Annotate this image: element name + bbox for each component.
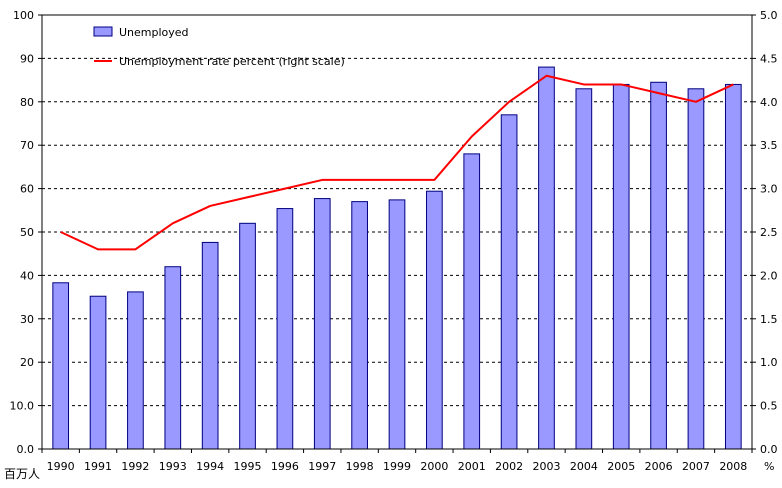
x-axis-tick-label: 2007 — [682, 460, 710, 473]
bar — [539, 67, 555, 449]
legend-label-line: Unemployment rate percent (right scale) — [119, 55, 345, 68]
x-axis-tick-label: 1999 — [383, 460, 411, 473]
left-axis-unit-label: 百万人 — [4, 467, 40, 481]
left-axis-tick-label: 10.0 — [10, 400, 35, 413]
bar — [501, 115, 517, 449]
bar — [389, 200, 405, 449]
x-axis-tick-label: 2004 — [570, 460, 598, 473]
right-axis-tick-label: 1.5 — [760, 313, 778, 326]
bar — [613, 84, 629, 449]
x-axis-tick-label: 1993 — [159, 460, 187, 473]
x-axis-tick-label: 2005 — [607, 460, 635, 473]
right-axis-tick-label: 3.5 — [760, 139, 778, 152]
bar — [651, 82, 667, 449]
bar — [277, 209, 293, 449]
right-axis-unit-label: % — [764, 460, 774, 473]
left-axis-tick-label: 30 — [20, 313, 34, 326]
right-axis-tick-label: 1.0 — [760, 356, 778, 369]
x-axis-tick-label: 1991 — [84, 460, 112, 473]
x-axis-tick-label: 2006 — [645, 460, 673, 473]
bar-series — [53, 67, 741, 449]
left-axis-tick-label: 0.0 — [17, 443, 35, 456]
left-axis-tick-label: 70 — [20, 139, 34, 152]
left-axis-tick-label: 20 — [20, 356, 34, 369]
x-axis-tick-label: 1998 — [346, 460, 374, 473]
x-axis-tick-label: 2001 — [458, 460, 486, 473]
legend: Unemployed Unemployment rate percent (ri… — [94, 26, 345, 68]
bar — [427, 191, 443, 449]
left-axis-tick-label: 40 — [20, 269, 34, 282]
right-axis-tick-label: 4.5 — [760, 52, 778, 65]
bar — [240, 223, 256, 449]
right-axis-tick-label: 3.0 — [760, 183, 778, 196]
left-axis-tick-label: 60 — [20, 183, 34, 196]
right-axis-tick-label: 5.0 — [760, 9, 778, 22]
right-axis-tick-label: 0.5 — [760, 400, 778, 413]
bar — [53, 283, 69, 449]
bar — [725, 84, 741, 449]
x-axis-tick-label: 1994 — [196, 460, 224, 473]
bar — [90, 296, 106, 449]
x-axis-tick-label: 1990 — [47, 460, 75, 473]
bar — [688, 89, 704, 449]
x-axis-tick-label: 2002 — [495, 460, 523, 473]
left-axis-tick-label: 50 — [20, 226, 34, 239]
bar — [352, 202, 368, 449]
left-axis-tick-label: 100 — [13, 9, 34, 22]
x-axis-tick-label: 2000 — [420, 460, 448, 473]
x-axis-tick-label: 1992 — [121, 460, 149, 473]
x-axis-tick-label: 1997 — [308, 460, 336, 473]
right-axis-tick-label: 2.5 — [760, 226, 778, 239]
bar — [165, 267, 181, 449]
x-axis-tick-label: 2008 — [719, 460, 747, 473]
right-axis-tick-label: 2.0 — [760, 269, 778, 282]
bar — [314, 199, 330, 449]
right-axis-tick-label: 0.0 — [760, 443, 778, 456]
x-axis-tick-label: 2003 — [532, 460, 560, 473]
bar — [128, 292, 144, 449]
legend-label-bars: Unemployed — [119, 26, 189, 39]
bar — [576, 89, 592, 449]
left-axis-tick-label: 90 — [20, 52, 34, 65]
right-axis-tick-label: 4.0 — [760, 96, 778, 109]
left-axis-tick-label: 80 — [20, 96, 34, 109]
legend-swatch-bars — [94, 27, 112, 36]
bar — [202, 242, 218, 449]
x-axis-tick-label: 1995 — [234, 460, 262, 473]
x-axis-tick-label: 1996 — [271, 460, 299, 473]
bar — [464, 154, 480, 449]
